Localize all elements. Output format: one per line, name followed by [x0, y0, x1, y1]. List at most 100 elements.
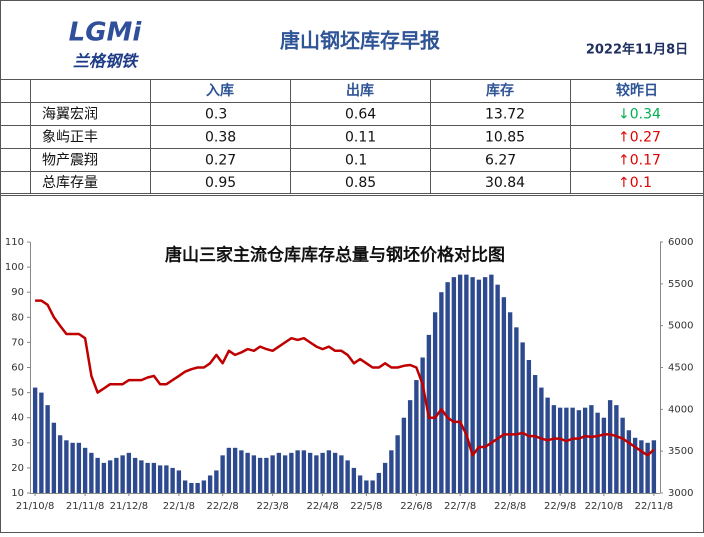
y-tick-label: 100 [5, 262, 24, 273]
bar [526, 359, 532, 493]
bar [451, 277, 457, 493]
bar [326, 450, 332, 493]
bar [332, 452, 338, 493]
bar [470, 277, 475, 493]
bar [164, 465, 169, 493]
bar [245, 452, 250, 493]
bar [101, 462, 107, 493]
bar [501, 297, 507, 493]
bar [557, 407, 563, 493]
name-cell: 象屿正丰 [42, 130, 98, 146]
bar [607, 400, 613, 493]
bar [139, 460, 144, 493]
bar [107, 460, 113, 493]
bar [82, 447, 88, 493]
bar [257, 457, 263, 493]
bar [214, 470, 219, 493]
bar [389, 450, 394, 493]
bar [407, 400, 413, 493]
bar [57, 435, 63, 493]
y2-tick-label: 4500 [668, 363, 693, 374]
bar [201, 480, 207, 493]
bar [339, 455, 344, 493]
value-cell: ↑0.1 [618, 175, 652, 191]
x-tick-label: 21/12/8 [110, 501, 149, 512]
bar [70, 442, 75, 493]
bar [545, 397, 550, 493]
brand: 兰格钢铁 [73, 52, 139, 71]
bar [514, 327, 519, 493]
y-tick-label: 30 [11, 438, 24, 449]
value-cell: 0.1 [345, 153, 367, 169]
value-cell: 30.84 [485, 175, 525, 191]
bar [182, 480, 188, 493]
date: 2022年11月8日 [586, 42, 688, 58]
bar [532, 375, 538, 493]
bar [220, 455, 225, 493]
value-cell: 0.85 [345, 175, 376, 191]
value-cell: ↑0.27 [618, 130, 661, 146]
value-cell: ↓0.34 [618, 107, 661, 123]
x-tick-label: 22/6/8 [400, 501, 432, 512]
bar [45, 405, 50, 493]
bar [639, 440, 644, 493]
bar [39, 392, 44, 493]
bar [132, 457, 138, 493]
x-tick-label: 22/7/8 [444, 501, 476, 512]
bar [464, 274, 469, 493]
bar [170, 467, 175, 493]
bar [632, 437, 638, 493]
name-cell: 总库存量 [42, 175, 98, 191]
bar [51, 422, 57, 493]
bar [32, 387, 38, 493]
bar [489, 274, 494, 493]
bar [176, 470, 182, 493]
bar [520, 342, 525, 493]
bar [345, 460, 350, 493]
bar [382, 462, 388, 493]
bar [126, 452, 132, 493]
x-tick-label: 22/4/8 [307, 501, 339, 512]
value-cell: 6.27 [485, 153, 516, 169]
bar [301, 450, 307, 493]
bar [395, 435, 400, 493]
y2-tick-label: 6000 [668, 237, 693, 248]
chart-title: 唐山三家主流仓库库存总量与钢坯价格对比图 [165, 245, 505, 266]
x-tick-label: 21/11/8 [66, 501, 105, 512]
y-tick-label: 50 [11, 388, 24, 399]
bar [582, 407, 588, 493]
bar [295, 450, 300, 493]
value-cell: 0.27 [205, 153, 236, 169]
bar [357, 475, 363, 493]
x-tick-label: 22/5/8 [350, 501, 382, 512]
bar [376, 472, 382, 493]
bar [539, 387, 544, 493]
x-tick-label: 21/10/8 [16, 501, 55, 512]
y-tick-label: 80 [11, 312, 24, 323]
bar [457, 274, 463, 493]
header-cell: 出库 [346, 82, 374, 99]
y2-tick-label: 3000 [668, 488, 693, 499]
value-cell: 0.38 [205, 130, 236, 146]
bar [195, 482, 200, 493]
value-cell: 0.64 [345, 107, 376, 123]
bar [432, 312, 438, 493]
bar [282, 455, 288, 493]
chart: 10 20 30 40 50 60 70 80 90 100 110 3000 3500 4000 4500… [5, 237, 694, 512]
bar [620, 417, 625, 493]
y2-tick-label: 5000 [668, 321, 693, 332]
name-cell: 物产震翔 [42, 153, 98, 169]
value-cell: 0.3 [205, 107, 227, 123]
bar [595, 412, 600, 493]
bar [476, 279, 482, 493]
y-tick-label: 20 [11, 463, 24, 474]
bar [276, 452, 282, 493]
logo: LGMi [69, 18, 143, 48]
bar [320, 452, 325, 493]
bar [189, 482, 194, 493]
bar [89, 452, 94, 493]
y-tick-label: 110 [5, 237, 24, 248]
bar [614, 405, 619, 493]
x-tick-label: 22/8/8 [494, 501, 526, 512]
